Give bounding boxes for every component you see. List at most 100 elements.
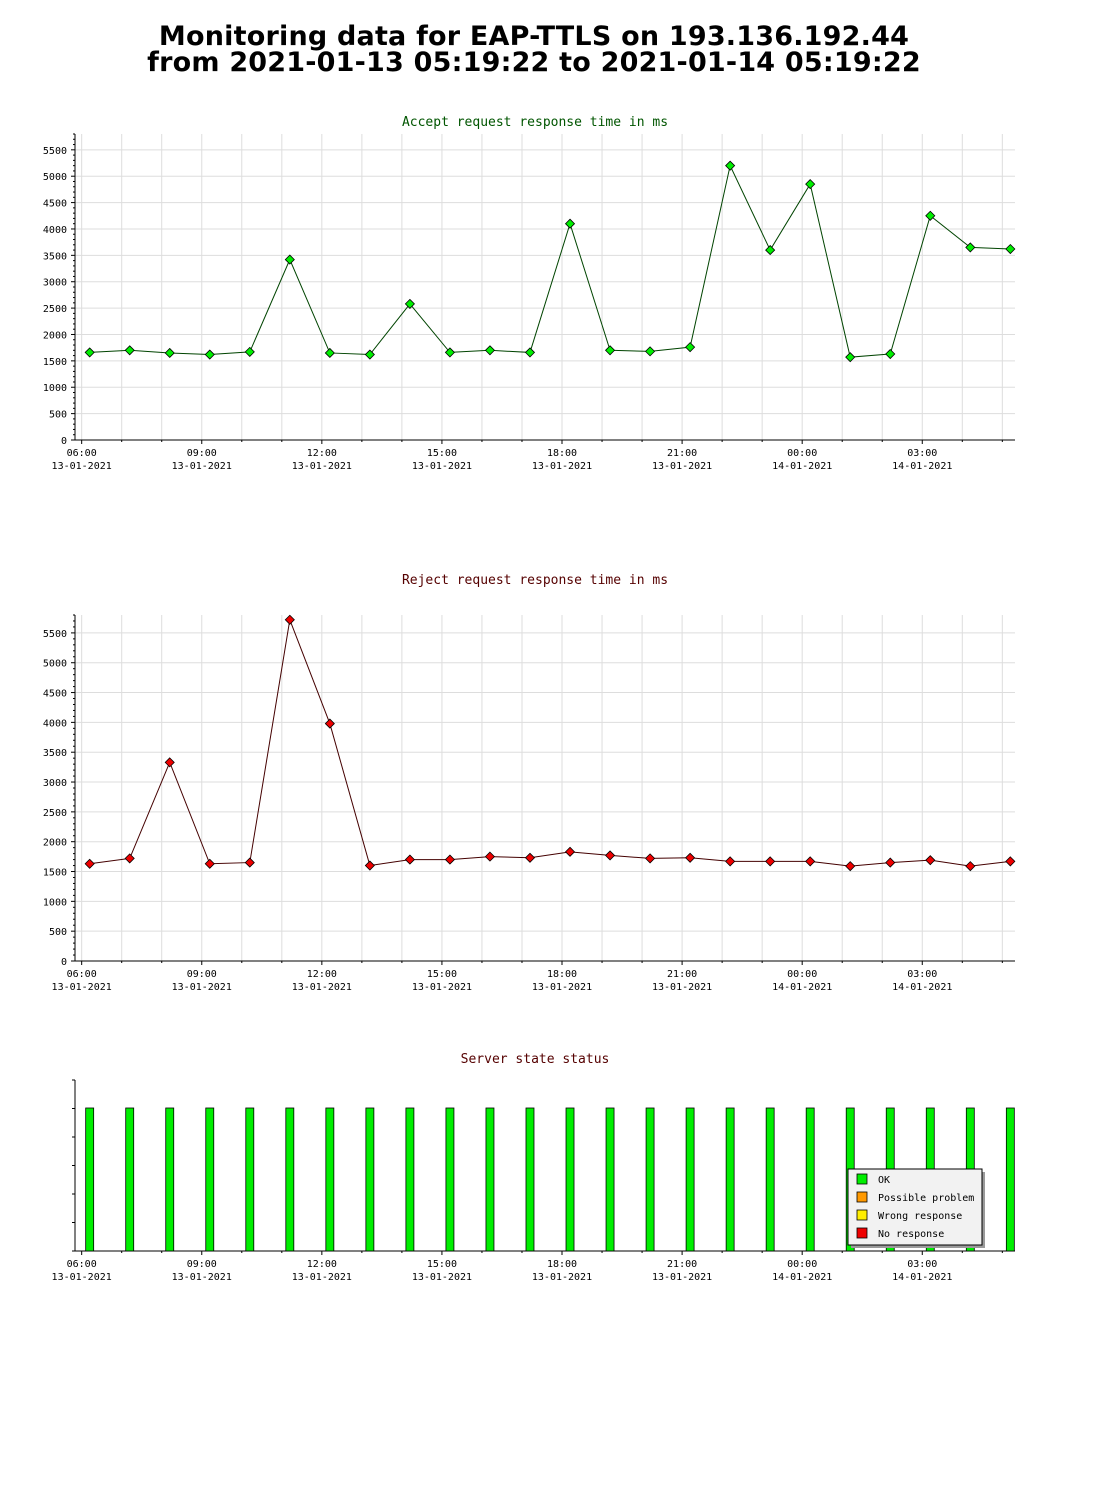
y-tick-label: 1500 — [43, 357, 67, 368]
x-tick-date-label: 13-01-2021 — [172, 982, 232, 993]
data-point — [364, 860, 375, 871]
state-bar — [605, 1107, 615, 1252]
data-point — [244, 857, 255, 868]
x-tick-date-label: 13-01-2021 — [292, 1272, 352, 1283]
x-tick-date-label: 13-01-2021 — [52, 982, 112, 993]
series-line — [89, 617, 1011, 867]
data-point — [204, 858, 215, 869]
accept-axes — [71, 133, 1015, 444]
data-point — [164, 757, 175, 768]
data-point — [124, 853, 135, 864]
reject-response-chart: Reject request response time in ms 0 500 1… — [43, 573, 1016, 993]
y-tick-label: 3000 — [43, 778, 67, 789]
y-tick-label: 2500 — [43, 304, 67, 315]
reject-grid — [75, 615, 1015, 961]
accept-chart-title: Accept request response time in ms — [402, 115, 668, 130]
x-tick-date-label: 13-01-2021 — [292, 461, 352, 472]
page-title-line-1: Monitoring data for EAP-TTLS on 193.136.… — [158, 21, 910, 52]
data-point — [124, 345, 135, 356]
state-bar — [205, 1107, 215, 1252]
data-point — [564, 218, 576, 229]
y-tick-label: 5500 — [43, 629, 67, 640]
data-point — [204, 349, 215, 360]
x-tick-time-label: 18:00 — [547, 969, 577, 980]
y-tick-label: 5000 — [43, 659, 67, 670]
y-tick-label: 2000 — [43, 330, 67, 341]
y-tick-label: 0 — [61, 436, 67, 447]
state-bar — [485, 1107, 495, 1252]
x-tick-time-label: 03:00 — [907, 448, 937, 459]
x-tick-time-label: 09:00 — [187, 448, 217, 459]
data-point — [444, 347, 455, 358]
x-tick-time-label: 00:00 — [787, 1259, 817, 1270]
state-bar — [1005, 1107, 1015, 1252]
x-tick-time-label: 12:00 — [307, 448, 337, 459]
data-point — [725, 856, 736, 867]
x-tick-date-label: 13-01-2021 — [52, 461, 112, 472]
legend-label: Wrong response — [878, 1211, 962, 1222]
x-tick-date-label: 13-01-2021 — [652, 461, 712, 472]
x-tick-time-label: 21:00 — [667, 448, 697, 459]
y-tick-label: 2500 — [43, 808, 67, 819]
x-tick-time-label: 15:00 — [427, 448, 457, 459]
legend-swatch — [856, 1227, 868, 1239]
y-tick-label: 5500 — [43, 146, 67, 157]
y-tick-label: 500 — [49, 410, 67, 421]
x-tick-time-label: 03:00 — [907, 1259, 937, 1270]
data-point — [1005, 856, 1016, 867]
state-bar — [725, 1107, 735, 1252]
x-tick-date-label: 13-01-2021 — [52, 1272, 112, 1283]
y-tick-label: 4000 — [43, 718, 67, 729]
x-tick-time-label: 15:00 — [427, 1259, 457, 1270]
data-point — [645, 346, 656, 357]
data-point — [484, 345, 496, 356]
data-point — [725, 160, 736, 171]
x-tick-date-label: 13-01-2021 — [412, 982, 472, 993]
y-tick-label: 3000 — [43, 278, 67, 289]
x-tick-time-label: 21:00 — [667, 1259, 697, 1270]
y-tick-label: 3500 — [43, 748, 67, 759]
data-point — [404, 854, 415, 865]
data-point — [845, 352, 856, 363]
state-bar — [165, 1107, 175, 1252]
state-bar — [245, 1107, 255, 1252]
data-point — [84, 858, 95, 869]
x-tick-date-label: 13-01-2021 — [172, 1272, 232, 1283]
reject-series — [84, 614, 1016, 872]
x-tick-date-label: 13-01-2021 — [652, 1272, 712, 1283]
y-tick-label: 4500 — [43, 689, 67, 700]
legend-box — [847, 1168, 983, 1246]
state-bars — [85, 1107, 1015, 1252]
series-line — [89, 164, 1011, 358]
x-tick-date-label: 13-01-2021 — [532, 461, 592, 472]
y-tick-label: 5000 — [43, 172, 67, 183]
x-tick-date-label: 13-01-2021 — [532, 982, 592, 993]
state-bar — [325, 1107, 335, 1252]
legend-swatch — [856, 1173, 868, 1185]
legend-label: OK — [878, 1175, 890, 1186]
state-bar — [565, 1107, 575, 1252]
x-tick-time-label: 06:00 — [67, 1259, 97, 1270]
data-point — [645, 853, 656, 864]
accept-response-chart: Accept request response time in ms 0 500 1… — [43, 115, 1016, 472]
state-bar — [85, 1107, 95, 1252]
data-point — [965, 242, 976, 253]
data-point — [965, 861, 976, 872]
data-point — [244, 346, 255, 357]
y-tick-label: 500 — [49, 927, 67, 938]
page-title: Monitoring data for EAP-TTLS on 193.136.… — [0, 21, 1068, 76]
data-point — [1005, 243, 1016, 255]
data-point — [925, 210, 936, 221]
state-bar — [525, 1107, 535, 1252]
data-point — [765, 245, 776, 256]
accept-series — [84, 160, 1016, 363]
x-tick-date-label: 13-01-2021 — [412, 461, 472, 472]
x-tick-time-label: 06:00 — [67, 448, 97, 459]
x-tick-date-label: 14-01-2021 — [772, 982, 832, 993]
x-tick-time-label: 12:00 — [307, 1259, 337, 1270]
x-tick-time-label: 21:00 — [667, 969, 697, 980]
data-point — [805, 856, 816, 867]
state-tick-labels: 06:00 13-01-2021 09:00 13-01-2021 12:00 13-01… — [52, 1259, 953, 1283]
reject-chart-title: Reject request response time in ms — [402, 573, 668, 588]
legend-swatch — [856, 1191, 868, 1203]
